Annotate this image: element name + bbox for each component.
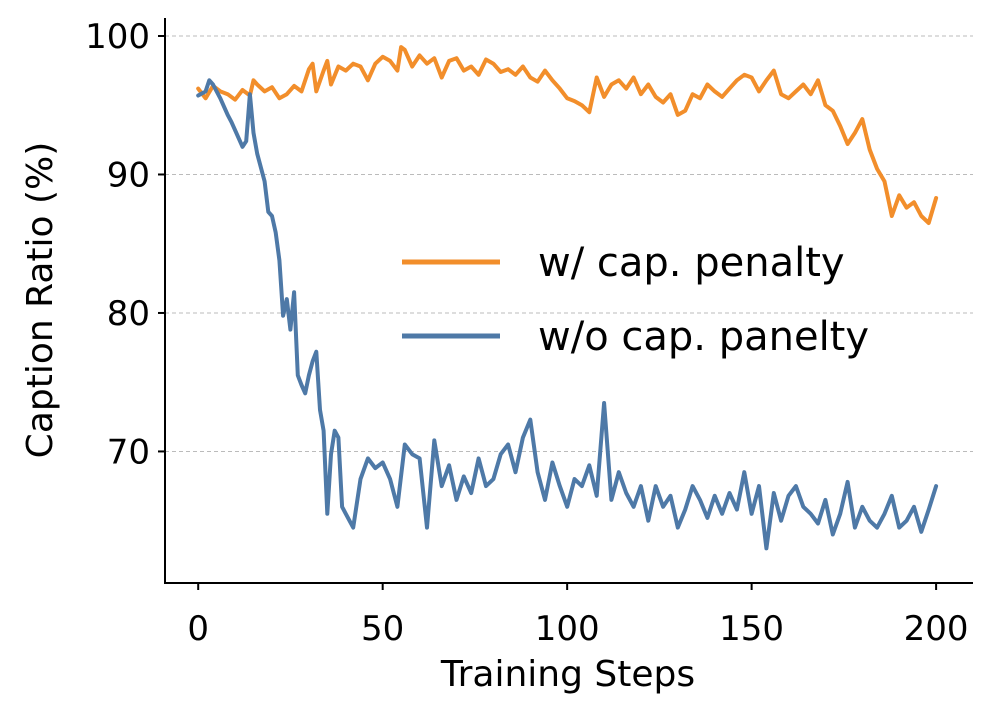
y-tick-label-80: 80 xyxy=(107,294,150,334)
x-tick-label-100: 100 xyxy=(535,609,600,649)
legend-label-1: w/ cap. penalty xyxy=(538,240,845,286)
y-tick-label-90: 90 xyxy=(107,155,150,195)
x-tick-label-200: 200 xyxy=(904,609,969,649)
x-tick-label-150: 150 xyxy=(719,609,784,649)
y-tick-label-70: 70 xyxy=(107,432,150,472)
x-tick-label-50: 50 xyxy=(361,609,404,649)
x-ticks: 0 50 100 150 200 xyxy=(187,583,969,649)
y-tick-label-100: 100 xyxy=(85,17,150,57)
x-tick-label-0: 0 xyxy=(187,609,209,649)
x-axis-label: Training Steps xyxy=(440,654,695,695)
series-layer xyxy=(196,45,939,551)
legend-label-2: w/o cap. panelty xyxy=(538,314,869,360)
series-line-1 xyxy=(196,45,939,225)
gridlines xyxy=(165,35,973,452)
y-axis-label: Caption Ratio (%) xyxy=(20,142,61,459)
series-line-2 xyxy=(196,78,939,551)
y-ticks: 70 80 90 100 xyxy=(85,17,165,472)
legend: w/ cap. penalty w/o cap. panelty xyxy=(402,240,869,360)
